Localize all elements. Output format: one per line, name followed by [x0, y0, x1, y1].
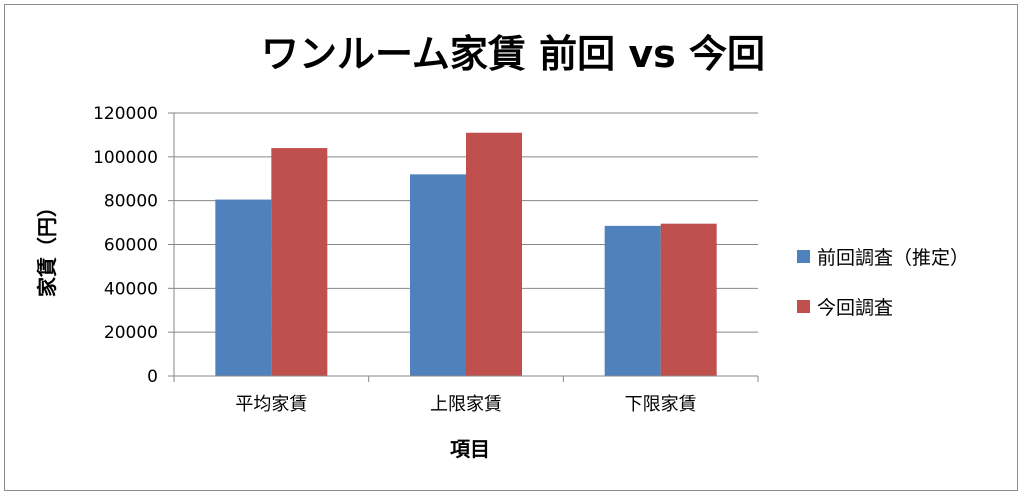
legend-swatch — [797, 300, 810, 313]
bar-previous-1 — [410, 174, 466, 376]
x-category-label: 下限家賃 — [625, 394, 697, 415]
legend-swatch — [797, 250, 810, 263]
legend: 前回調査（推定） 今回調査 — [797, 247, 969, 319]
x-category-labels: 平均家賃 上限家賃 下限家賃 — [235, 394, 696, 415]
y-tick-label: 40000 — [104, 279, 158, 299]
bar-current-2 — [660, 223, 717, 376]
x-category-label: 平均家賃 — [235, 394, 307, 415]
chart-frame: ワンルーム家賃 前回 vs 今回 0 20000 40000 60000 80000 10… — [4, 4, 1018, 491]
axes — [168, 112, 759, 382]
chart-title: ワンルーム家賃 前回 vs 今回 — [261, 32, 765, 76]
y-tick-labels: 0 20000 40000 60000 80000 100000 120000 — [93, 104, 158, 387]
bar-previous-2 — [604, 225, 661, 376]
bar-chart: ワンルーム家賃 前回 vs 今回 0 20000 40000 60000 80000 10… — [35, 32, 969, 461]
y-tick-label: 80000 — [104, 192, 158, 212]
legend-label: 前回調査（推定） — [817, 247, 969, 269]
bar-current-1 — [466, 132, 522, 376]
x-category-label: 上限家賃 — [430, 394, 502, 415]
y-tick-label: 0 — [147, 367, 158, 387]
y-tick-label: 20000 — [104, 323, 158, 343]
bar-current-0 — [271, 148, 328, 376]
bars — [215, 132, 717, 376]
legend-label: 今回調査 — [817, 297, 893, 319]
y-tick-label: 120000 — [93, 104, 158, 124]
x-axis-title: 項目 — [450, 437, 490, 461]
y-axis-title: 家賃（円） — [35, 197, 59, 297]
bar-previous-0 — [215, 199, 272, 376]
y-tick-label: 100000 — [93, 148, 158, 168]
y-tick-label: 60000 — [104, 236, 158, 256]
